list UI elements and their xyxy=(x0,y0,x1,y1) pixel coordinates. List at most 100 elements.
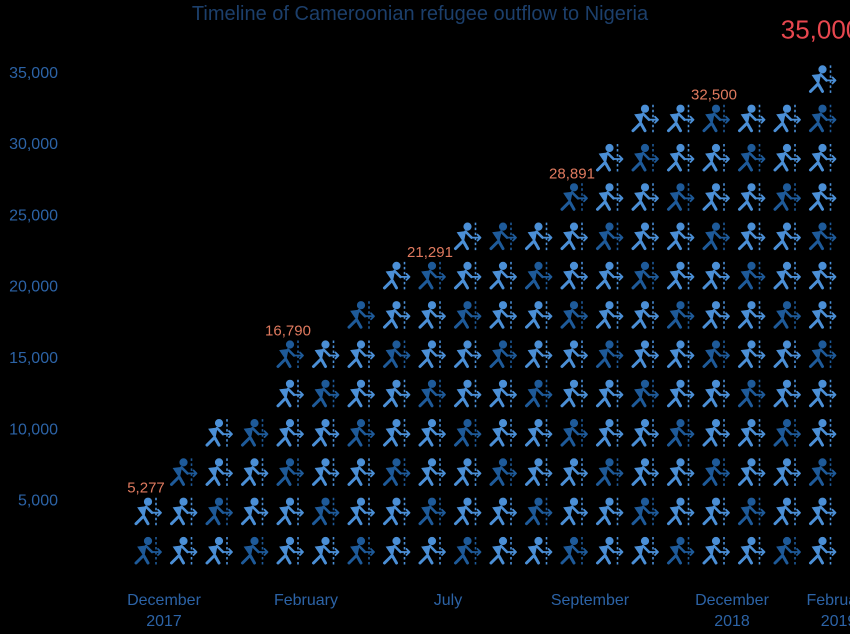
refugee-icon xyxy=(170,496,198,529)
refugee-icon xyxy=(276,456,305,489)
refugee-icon xyxy=(418,496,447,529)
x-tick-label: December xyxy=(695,592,769,609)
refugee-icon xyxy=(525,378,553,411)
x-tick-label: 2017 xyxy=(146,613,182,630)
refugee-icon xyxy=(205,535,234,568)
refugee-icon xyxy=(383,417,411,450)
refugee-icon xyxy=(631,181,660,214)
refugee-icon xyxy=(738,496,766,529)
refugee-icon xyxy=(631,339,660,371)
refugee-icon xyxy=(702,378,731,411)
refugee-icon xyxy=(276,535,305,568)
refugee-icon xyxy=(454,535,482,568)
refugee-icon xyxy=(312,339,340,371)
refugee-icon xyxy=(809,417,837,450)
refugee-icon xyxy=(489,378,518,411)
refugee-icon xyxy=(489,496,518,529)
refugee-icon xyxy=(312,535,340,568)
refugee-icon xyxy=(383,299,411,332)
y-tick-label: 35,000 xyxy=(9,65,58,82)
refugee-icon xyxy=(738,456,766,489)
refugee-icon xyxy=(809,299,837,332)
refugee-icon xyxy=(773,339,802,371)
refugee-icon xyxy=(631,142,660,175)
refugee-icon xyxy=(738,142,766,175)
x-tick-label: September xyxy=(551,592,630,609)
refugee-icon xyxy=(347,299,376,332)
refugee-icon xyxy=(170,535,198,568)
refugee-icon xyxy=(702,221,731,254)
refugee-icon xyxy=(489,221,518,254)
refugee-icon xyxy=(773,299,802,332)
refugee-icon xyxy=(738,339,766,371)
data-label: 35,000 xyxy=(781,14,850,44)
refugee-icon xyxy=(276,339,305,371)
refugee-icon xyxy=(383,339,411,371)
refugee-icon xyxy=(667,456,695,489)
bar-column xyxy=(454,221,482,568)
refugee-icon xyxy=(596,535,624,568)
x-tick-label: 2018 xyxy=(714,613,750,630)
refugee-icon xyxy=(241,535,269,568)
refugee-icon xyxy=(667,378,695,411)
refugee-icon xyxy=(560,535,589,568)
refugee-icon xyxy=(525,535,553,568)
bar-column xyxy=(276,339,305,568)
refugee-icon xyxy=(702,103,731,136)
refugee-icon xyxy=(454,339,482,371)
refugee-icon xyxy=(560,456,589,489)
refugee-icon xyxy=(418,339,447,371)
refugee-icon xyxy=(134,496,163,529)
refugee-icon xyxy=(596,299,624,332)
refugee-icon xyxy=(809,221,837,254)
refugee-icon xyxy=(383,260,411,293)
refugee-icon xyxy=(312,496,340,529)
data-label: 32,500 xyxy=(691,87,737,104)
refugee-icon xyxy=(454,221,482,254)
refugee-icon xyxy=(738,260,766,293)
refugee-icon xyxy=(489,339,518,371)
refugee-icon xyxy=(773,103,802,136)
refugee-icon xyxy=(631,496,660,529)
bar-column xyxy=(773,103,802,568)
x-tick-label: 2019 xyxy=(821,613,850,630)
refugee-icon xyxy=(773,378,802,411)
x-axis: December 2017 February July September Decembe… xyxy=(127,592,850,630)
refugee-icon xyxy=(489,417,518,450)
refugee-icon xyxy=(773,417,802,450)
bar-column xyxy=(347,299,376,568)
refugee-icon xyxy=(205,417,234,450)
refugee-icon xyxy=(773,181,802,214)
data-label: 21,291 xyxy=(407,244,453,261)
bar-column xyxy=(383,260,411,568)
refugee-icon xyxy=(773,221,802,254)
refugee-icon xyxy=(809,496,837,529)
refugee-icon xyxy=(454,260,482,293)
refugee-icon xyxy=(525,339,553,371)
x-tick-label: February xyxy=(274,592,338,609)
refugee-icon xyxy=(631,260,660,293)
refugee-icon xyxy=(667,142,695,175)
refugee-icon xyxy=(631,378,660,411)
refugee-icon xyxy=(738,181,766,214)
refugee-icon xyxy=(560,299,589,332)
refugee-icon xyxy=(276,378,305,411)
refugee-icon xyxy=(596,456,624,489)
data-label: 16,790 xyxy=(265,323,311,340)
refugee-icon xyxy=(596,339,624,371)
refugee-icon xyxy=(560,417,589,450)
bar-column xyxy=(205,417,234,568)
refugee-icon xyxy=(560,496,589,529)
bar-column xyxy=(489,221,518,568)
refugee-icon xyxy=(276,417,305,450)
refugee-icon xyxy=(347,496,376,529)
refugee-icon xyxy=(383,456,411,489)
refugee-icon xyxy=(454,299,482,332)
x-tick-label: July xyxy=(434,592,462,609)
refugee-icon xyxy=(809,260,837,293)
refugee-icon xyxy=(667,260,695,293)
refugee-icon xyxy=(418,417,447,450)
refugee-icon xyxy=(631,103,660,136)
refugee-icon xyxy=(205,496,234,529)
